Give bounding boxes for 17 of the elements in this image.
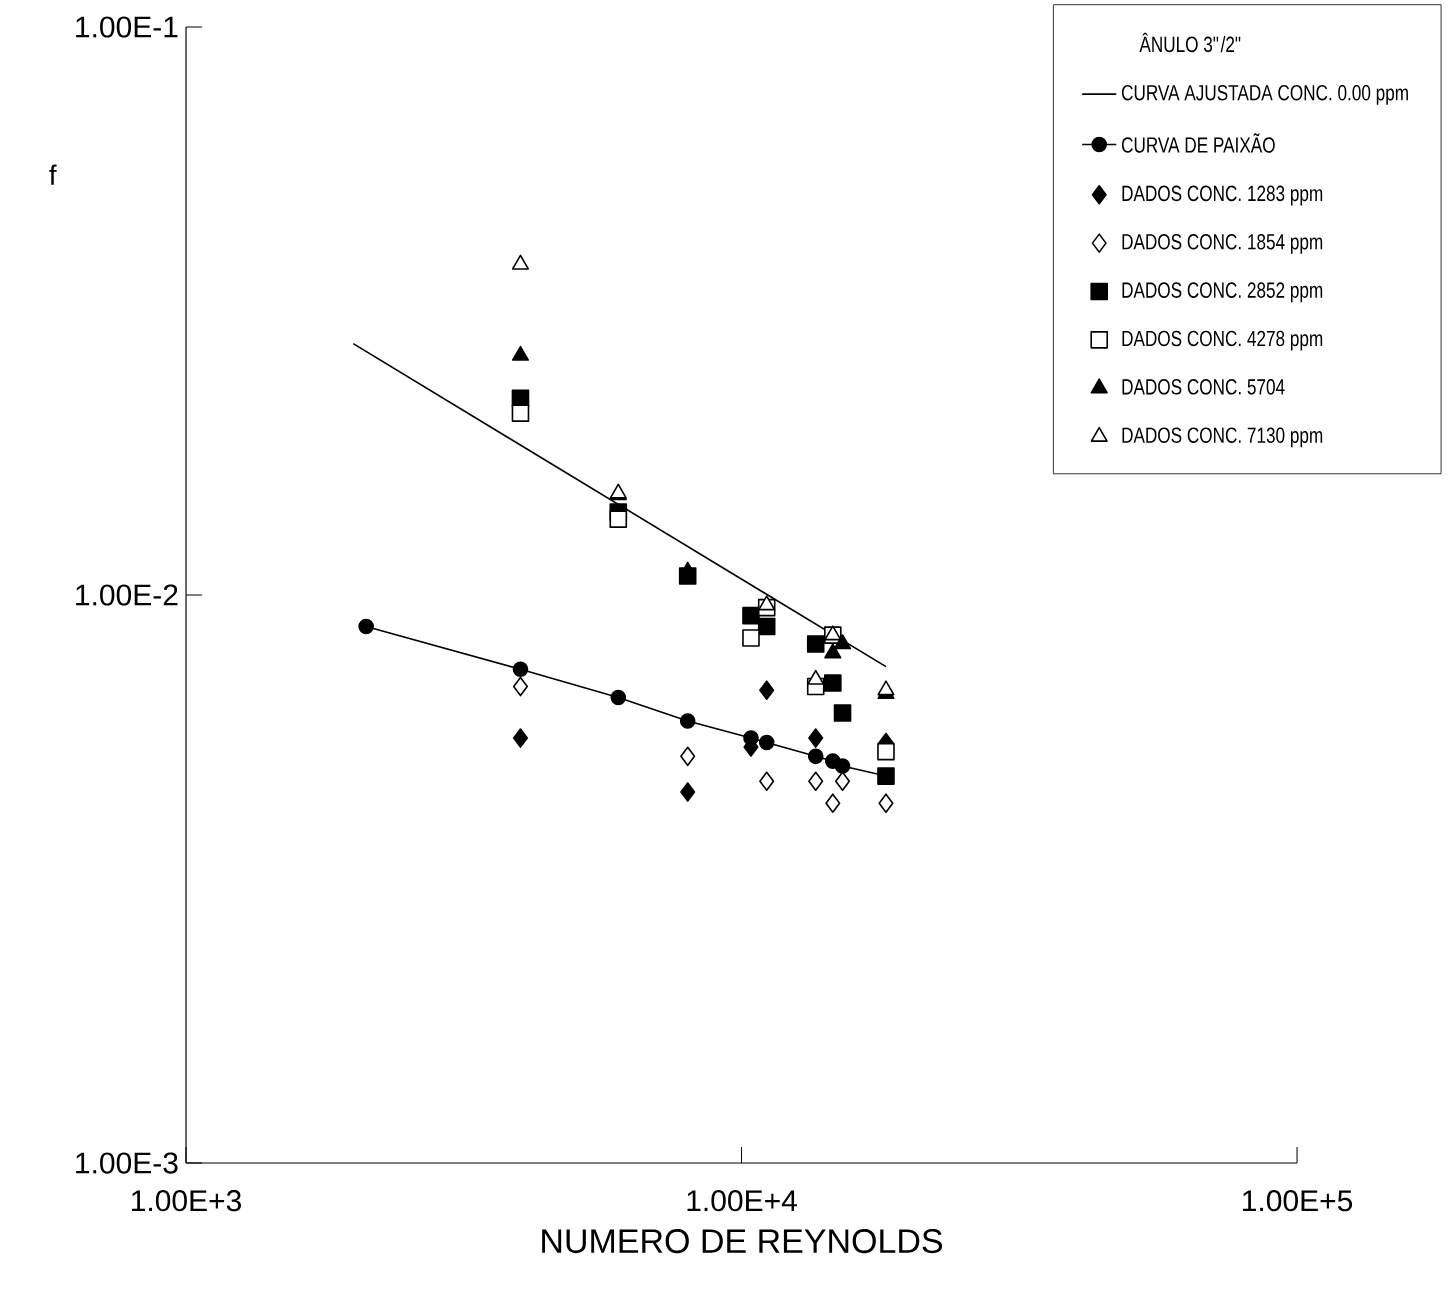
x-tick-label: 1.00E+5: [1243, 1190, 1353, 1212]
legend-label: CURVA AJUSTADA CONC. 0.00 ppm: [1121, 84, 1408, 105]
legend-label: DADOS CONC. 4278 ppm: [1122, 330, 1323, 351]
x-axis-title: NUMERO DE REYNOLDS: [542, 1229, 943, 1254]
legend-label: DADOS CONC. 7130 ppm: [1122, 427, 1323, 448]
y-axis-title: f: [49, 164, 57, 185]
y-tick-label: 1.00E-3: [76, 1152, 178, 1174]
y-tick-label: 1.00E-1: [76, 16, 178, 38]
y-tick-label: 1.00E-2: [76, 584, 178, 606]
legend-label: DADOS CONC. 5704: [1122, 379, 1285, 395]
legend-label: DADOS CONC. 2852 ppm: [1122, 282, 1323, 303]
x-tick-label: 1.00E+3: [132, 1190, 241, 1212]
x-tick-label: 1.00E+4: [687, 1190, 797, 1212]
legend-label: DADOS CONC. 1854 ppm: [1122, 233, 1323, 254]
legend-label: CURVA DE PAIXÃO: [1121, 133, 1275, 153]
legend-label: DADOS CONC. 1283 ppm: [1122, 185, 1323, 206]
legend-title: ÂNULO 3"/2": [1139, 32, 1241, 53]
